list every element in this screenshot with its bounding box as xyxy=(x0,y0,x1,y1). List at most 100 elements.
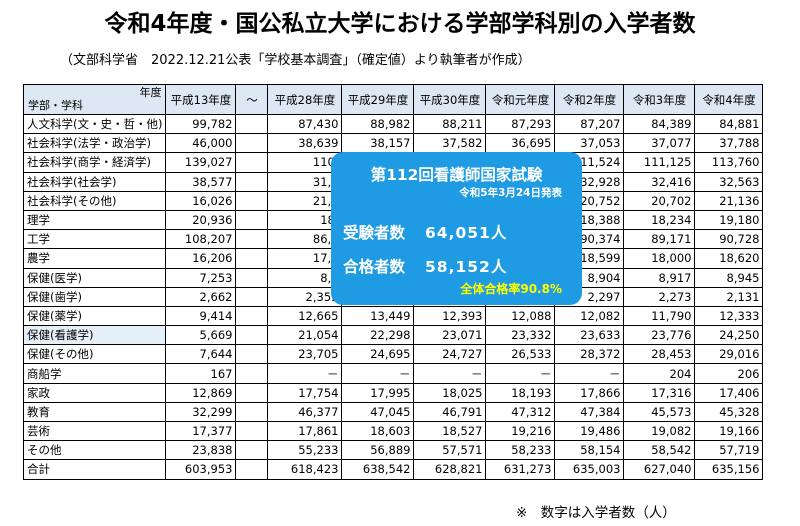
table-cell-r3: 89,171 xyxy=(623,229,696,250)
table-cell-r4: 2,131 xyxy=(694,286,764,307)
source-note: （文部科学省 2022.12.21公表「学校基本調査」（確定値）より執筆者が作成… xyxy=(60,53,531,68)
table-cell-h13: 99,782 xyxy=(165,113,237,135)
row-category-label: 社会科学(法学・政治学) xyxy=(22,133,167,154)
table-cell-r4: 24,250 xyxy=(694,325,764,346)
row-category-label: 芸術 xyxy=(22,420,167,442)
table-row: 合計 603,953 618,423 638,542 628,821 631,273 635… xyxy=(22,459,764,480)
table-cell-h30: 628,821 xyxy=(413,459,487,480)
table-cell-gap xyxy=(235,248,269,269)
units-note: ※ 数字は入学者数（人） xyxy=(516,505,676,521)
table-cell-r2: 12,082 xyxy=(554,305,625,327)
header-category-label: 学部・学科 xyxy=(28,99,83,112)
table-cell-h30: 18,527 xyxy=(413,420,487,442)
row-category-label: 社会科学(商学・経済学) xyxy=(22,152,167,173)
table-row: 保健(その他) 7,644 23,705 24,695 24,727 26,533 28,3… xyxy=(22,344,764,365)
row-category-label: 保健(薬学) xyxy=(22,305,167,327)
table-cell-r1: 19,216 xyxy=(485,420,556,442)
column-header: 令和3年度 xyxy=(623,84,696,115)
table-cell-r3: 2,273 xyxy=(623,286,696,307)
table-cell-r4: 635,156 xyxy=(694,459,764,480)
table-cell-r3: 37,077 xyxy=(623,133,696,154)
page-title: 令和4年度・国公私立大学における学部学科別の入学者数 xyxy=(104,11,696,37)
table-row: 社会科学(法学・政治学) 46,000 38,639 38,157 37,582 36,6… xyxy=(22,133,764,154)
table-cell-h30: 37,582 xyxy=(413,133,487,154)
table-cell-r1: 23,332 xyxy=(485,325,556,346)
table-cell-h29: 88,982 xyxy=(341,113,415,135)
table-row: 商船学 167 －－－－－ 204 206 xyxy=(22,363,764,384)
table-cell-h28: 38,639 xyxy=(267,133,343,154)
table-cell-gap xyxy=(235,190,269,211)
table-cell-h28: 55,233 xyxy=(267,440,343,461)
table-cell-h30: 12,393 xyxy=(413,305,487,327)
table-cell-r4: 18,620 xyxy=(694,248,764,269)
column-header: 令和2年度 xyxy=(554,84,625,115)
table-cell-r3: 8,917 xyxy=(623,267,696,288)
table-cell-r4: 17,406 xyxy=(694,382,764,403)
table-cell-r1: － xyxy=(485,363,556,384)
table-cell-h28: 17,754 xyxy=(267,382,343,403)
table-row: 家政 12,869 17,754 17,995 18,025 18,193 17,866 17… xyxy=(22,382,764,403)
table-cell-r1: 12,088 xyxy=(485,305,556,327)
row-category-label: 保健(医学) xyxy=(22,267,167,288)
table-cell-h13: 17,377 xyxy=(165,420,237,442)
table-cell-r4: 29,016 xyxy=(694,344,764,365)
table-cell-h29: 22,298 xyxy=(341,325,415,346)
table-cell-r3: 18,234 xyxy=(623,209,696,231)
table-cell-r2: 635,003 xyxy=(554,459,625,480)
table-cell-r4: 113,760 xyxy=(694,152,764,173)
row-category-label: 合計 xyxy=(22,459,167,480)
table-cell-r3: 45,573 xyxy=(623,401,696,423)
table-cell-r4: 37,788 xyxy=(694,133,764,154)
row-category-label: その他 xyxy=(22,440,167,461)
table-cell-r4: 206 xyxy=(694,363,764,384)
table-cell-h13: 12,869 xyxy=(165,382,237,403)
row-category-label: 人文科学(文・史・哲・他) xyxy=(22,113,167,135)
table-cell-r2: 37,053 xyxy=(554,133,625,154)
row-category-label: 保健(その他) xyxy=(22,344,167,365)
table-header-row: 年度 学部・学科 平成13年度 〜 平成28年度 平成29年度 平成30年度 令… xyxy=(22,84,764,115)
table-cell-h28: 2,355 xyxy=(267,286,343,307)
table-cell-h29: 18,603 xyxy=(341,420,415,442)
table-cell-r3: 84,389 xyxy=(623,113,696,135)
table-cell-h13: 5,669 xyxy=(165,325,237,346)
table-cell-h29: 13,449 xyxy=(341,305,415,327)
table-cell-r3: 23,776 xyxy=(623,325,696,346)
table-cell-h13: 23,838 xyxy=(165,440,237,461)
table-cell-gap xyxy=(235,229,269,250)
pass-rate: 全体合格率90.8% xyxy=(460,282,562,296)
column-header: 令和4年度 xyxy=(694,84,764,115)
table-cell-r2: 17,866 xyxy=(554,382,625,403)
table-cell-gap xyxy=(235,344,269,365)
table-row: 保健(看護学) 5,669 21,054 22,298 23,071 23,332 23,6… xyxy=(22,325,764,346)
table-cell-h30: 46,791 xyxy=(413,401,487,423)
table-cell-r1: 58,233 xyxy=(485,440,556,461)
table-cell-h29: 638,542 xyxy=(341,459,415,480)
table-cell-r4: 90,728 xyxy=(694,229,764,250)
table-cell-gap xyxy=(235,305,269,327)
table-cell-gap xyxy=(235,363,269,384)
table-cell-r1: 18,193 xyxy=(485,382,556,403)
table-cell-h28: 12,665 xyxy=(267,305,343,327)
table-cell-h30: 23,071 xyxy=(413,325,487,346)
table-cell-r4: 57,719 xyxy=(694,440,764,461)
table-cell-h29: 38,157 xyxy=(341,133,415,154)
table-cell-r3: 627,040 xyxy=(623,459,696,480)
table-cell-h13: 167 xyxy=(165,363,237,384)
table-cell-h13: 2,662 xyxy=(165,286,237,307)
table-cell-gap xyxy=(235,440,269,461)
table-cell-r1: 631,273 xyxy=(485,459,556,480)
table-cell-h13: 38,577 xyxy=(165,171,237,192)
column-header: 〜 xyxy=(235,84,269,115)
table-cell-h28: 46,377 xyxy=(267,401,343,423)
table-cell-r2: － xyxy=(554,363,625,384)
table-cell-r4: 21,136 xyxy=(694,190,764,211)
column-header: 平成29年度 xyxy=(341,84,415,115)
table-cell-h30: 24,727 xyxy=(413,344,487,365)
table-cell-r3: 19,082 xyxy=(623,420,696,442)
table-cell-h30: 88,211 xyxy=(413,113,487,135)
table-cell-gap xyxy=(235,382,269,403)
row-category-label: 工学 xyxy=(22,229,167,250)
table-cell-h30: 57,571 xyxy=(413,440,487,461)
table-cell-r3: 11,790 xyxy=(623,305,696,327)
table-row: 芸術 17,377 17,861 18,603 18,527 19,216 19,486 19… xyxy=(22,420,764,442)
